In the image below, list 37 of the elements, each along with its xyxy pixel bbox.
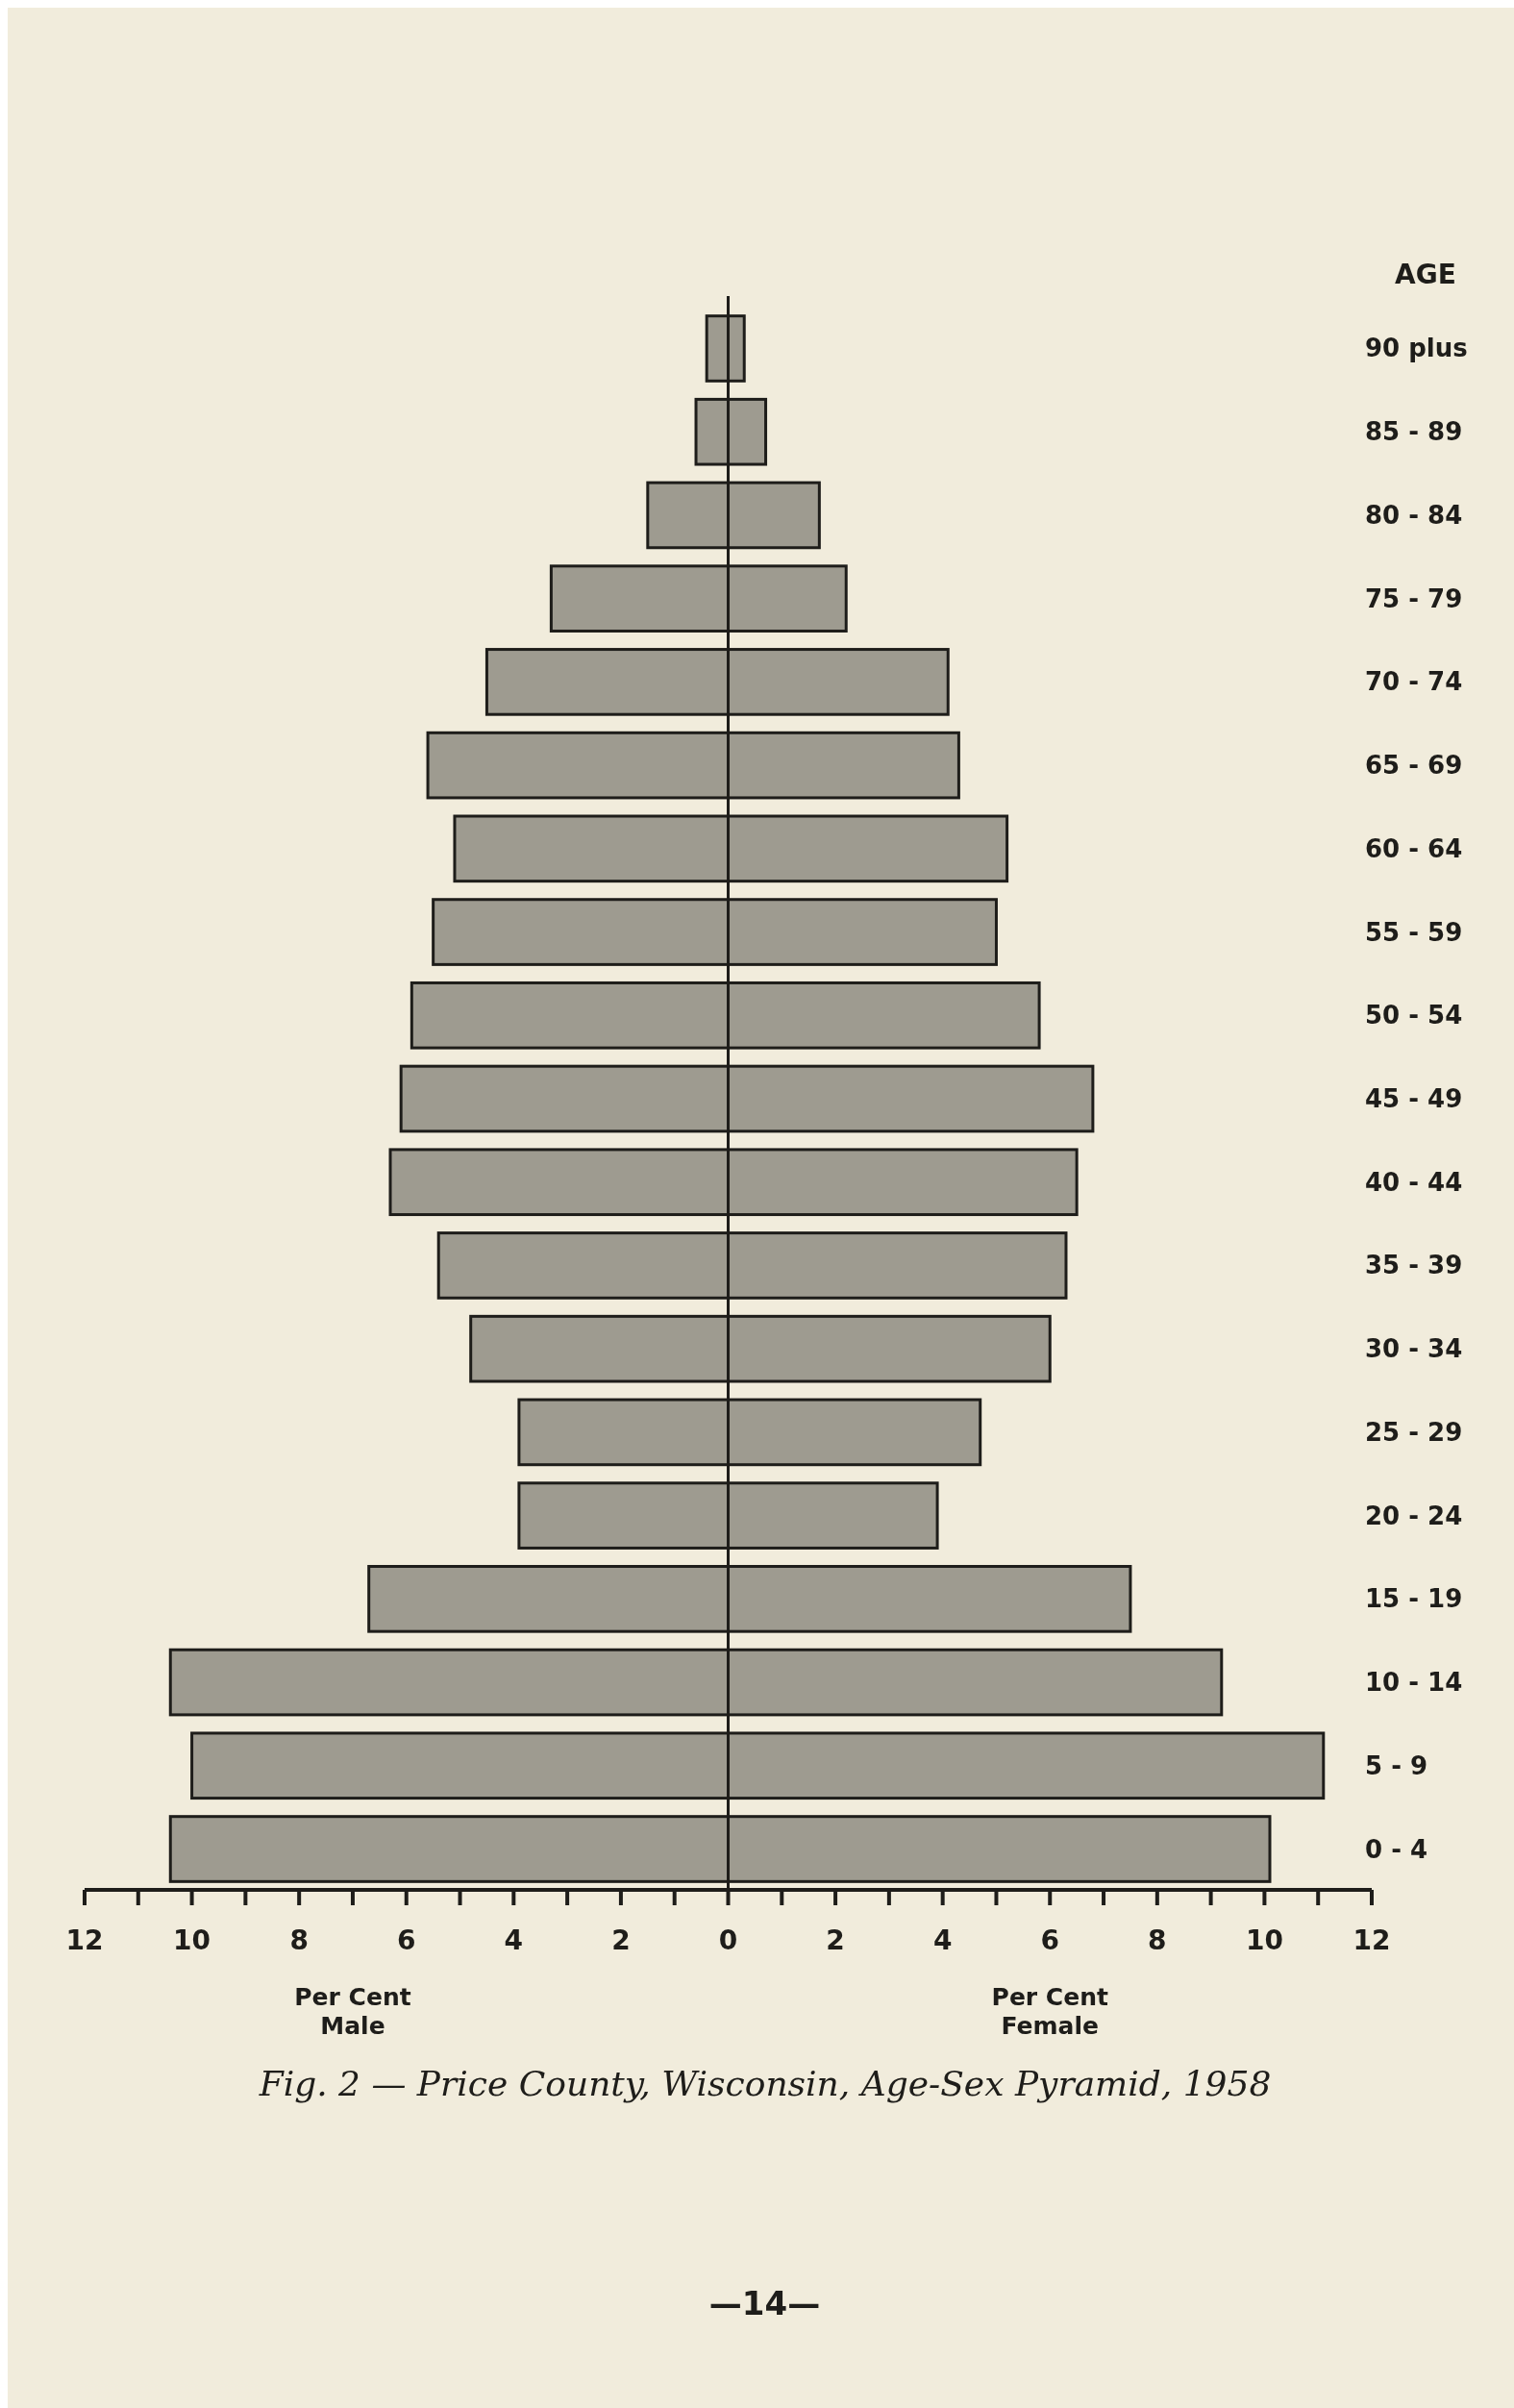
y-tick-label: 40 - 44 — [1365, 1167, 1463, 1197]
y-tick-label: 90 plus — [1365, 334, 1468, 363]
text: —14— — [708, 2284, 821, 2322]
text: Per Cent Female — [991, 1983, 1108, 2040]
x-tick-label: 12 — [1353, 1924, 1391, 1956]
y-tick-label: 45 - 49 — [1365, 1084, 1463, 1113]
y-tick-label: 50 - 54 — [1365, 1001, 1463, 1030]
x-tick-label: 8 — [289, 1924, 309, 1956]
y-tick-label: 70 - 74 — [1365, 667, 1463, 697]
y-tick-label: 10 - 14 — [1365, 1668, 1463, 1698]
y-tick-label: 80 - 84 — [1365, 500, 1463, 530]
y-tick-label: 55 - 59 — [1365, 917, 1463, 947]
y-tick-label: 15 - 19 — [1365, 1584, 1463, 1614]
x-tick-label: 0 — [718, 1924, 738, 1956]
x-tick-label: 4 — [504, 1924, 524, 1956]
x-tick-label: 10 — [173, 1924, 211, 1956]
y-axis-title: AGE — [1395, 259, 1456, 290]
x-tick-label: 10 — [1245, 1924, 1283, 1956]
x-tick-label: 8 — [1148, 1924, 1167, 1956]
y-tick-label: 20 - 24 — [1365, 1501, 1463, 1530]
text: Fig. 2 — Price County, Wisconsin, Age-Sex Pyramid, 1958 — [258, 2064, 1272, 2103]
y-tick-label: 0 - 4 — [1365, 1834, 1428, 1864]
x-tick-label: 12 — [65, 1924, 104, 1956]
x-tick-label: 2 — [611, 1924, 631, 1956]
y-tick-label: 75 - 79 — [1365, 583, 1463, 613]
y-tick-label: 30 - 34 — [1365, 1334, 1463, 1364]
x-tick-label: 6 — [1040, 1924, 1059, 1956]
x-tick-label: 2 — [826, 1924, 845, 1956]
x-tick-label: 6 — [397, 1924, 416, 1956]
x-tick-label: 4 — [932, 1924, 953, 1956]
y-tick-label: 65 - 69 — [1365, 751, 1463, 781]
y-tick-label: 60 - 64 — [1365, 833, 1463, 863]
y-tick-label: 35 - 39 — [1365, 1251, 1463, 1280]
text: Per Cent Male — [294, 1983, 411, 2040]
y-tick-label: 85 - 89 — [1365, 417, 1463, 447]
y-tick-label: 25 - 29 — [1365, 1417, 1463, 1447]
y-tick-label: 5 - 9 — [1365, 1750, 1428, 1780]
